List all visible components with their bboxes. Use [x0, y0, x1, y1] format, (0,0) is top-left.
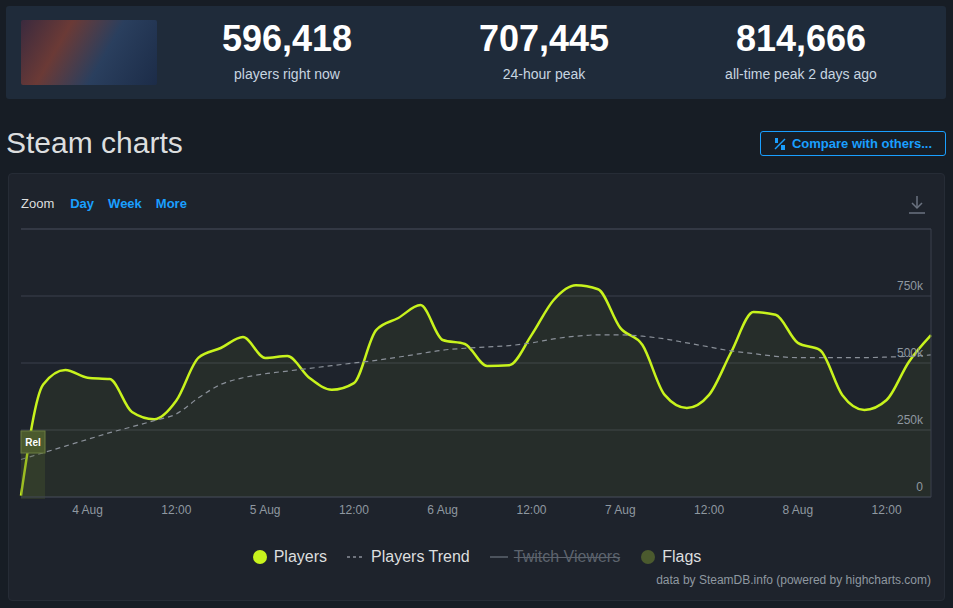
html-text:Players Trend: Players Trend	[371, 548, 470, 565]
html-text:Twitch Viewers: Twitch Viewers	[513, 548, 621, 565]
html-text:Zoom: Zoom	[21, 196, 55, 211]
svg-text:7 Aug: 7 Aug	[605, 503, 636, 517]
svg-text:12:00: 12:00	[161, 503, 191, 517]
html-text:data by SteamDB.info (powered: data by SteamDB.info (powered by highcha…	[656, 573, 931, 587]
html-text:Flags: Flags	[662, 548, 702, 565]
svg-text:12:00: 12:00	[339, 503, 369, 517]
html-text:Compare with others...: Compare with others...	[791, 136, 933, 151]
svg-text:Rel: Rel	[25, 437, 41, 448]
html-text:Week: Week	[108, 196, 142, 211]
svg-text:750k: 750k	[897, 279, 924, 293]
html-text:24-hour peak: 24-hour peak	[502, 66, 586, 82]
html-text:Day: Day	[70, 196, 95, 211]
svg-text:0: 0	[916, 480, 923, 494]
svg-text:8 Aug: 8 Aug	[782, 503, 813, 517]
svg-text:4 Aug: 4 Aug	[72, 503, 103, 517]
svg-text:5 Aug: 5 Aug	[250, 503, 281, 517]
svg-text:12:00: 12:00	[516, 503, 546, 517]
svg-text:12:00: 12:00	[872, 503, 902, 517]
html-text:596,418: 596,418	[221, 18, 353, 59]
html-text:814,666: 814,666	[735, 18, 867, 59]
html-text:707,445: 707,445	[478, 18, 610, 59]
svg-text:500k: 500k	[897, 346, 924, 360]
svg-text:250k: 250k	[897, 413, 924, 427]
html-text:More: More	[155, 196, 187, 211]
svg-text:12:00: 12:00	[694, 503, 724, 517]
svg-text:6 Aug: 6 Aug	[427, 503, 458, 517]
html-text:players right now: players right now	[234, 66, 340, 82]
html-text:Players: Players	[273, 548, 327, 565]
html-text:Steam charts: Steam charts	[6, 126, 183, 159]
html-text:all-time peak 2 days ago: all-time peak 2 days ago	[725, 66, 877, 82]
